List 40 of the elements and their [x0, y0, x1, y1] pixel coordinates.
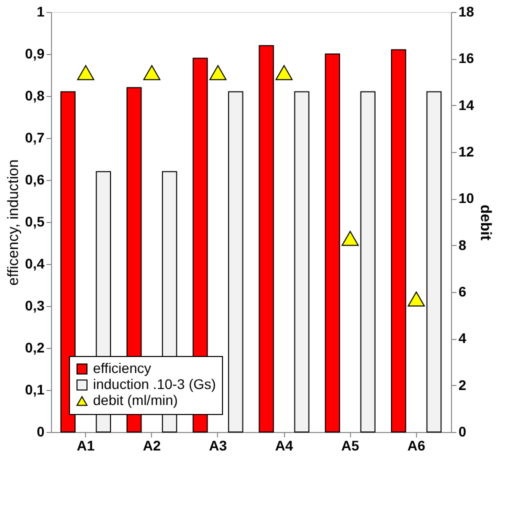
y-tick-label: 0,8 — [25, 88, 45, 104]
legend-label: induction .10-3 (Gs) — [93, 376, 216, 392]
y-tick-label: 0,9 — [25, 46, 45, 62]
y-tick-label: 0,3 — [25, 298, 45, 314]
point — [342, 230, 359, 246]
y-tick-label: 0,6 — [25, 172, 45, 188]
bar — [294, 91, 310, 432]
y-tick-label: 0,2 — [25, 340, 45, 356]
y-tick-label: 0,7 — [25, 130, 45, 146]
y-tick-label: 0,4 — [25, 256, 45, 272]
bar — [228, 91, 244, 432]
y-tick-label: 0 — [36, 424, 45, 440]
y2-tick-label: 10 — [458, 190, 474, 206]
y2-tick-label: 14 — [458, 96, 474, 113]
y-axis-title: efficency, induction — [5, 159, 22, 286]
point — [143, 65, 160, 80]
x-tick-label: A1 — [76, 438, 95, 454]
point — [77, 65, 94, 80]
x-tick-label: A3 — [208, 438, 228, 454]
point — [275, 65, 293, 80]
y2-tick-label: 8 — [458, 236, 466, 253]
x-tick-label: A5 — [341, 438, 360, 454]
y-tick-label: 0,1 — [25, 382, 45, 398]
y2-tick-label: 6 — [458, 284, 466, 300]
y2-tick-label: 0 — [458, 424, 466, 440]
y2-tick-label: 4 — [458, 330, 466, 346]
point — [209, 65, 227, 80]
legend-label: debit (ml/min) — [93, 392, 178, 408]
legend-label: efficiency — [93, 360, 152, 376]
x-tick-label: A4 — [275, 438, 294, 454]
y2-tick-label: 18 — [458, 4, 474, 20]
y2-tick-label: 16 — [458, 50, 474, 66]
x-tick-label: A6 — [407, 438, 426, 454]
x-tick-label: A2 — [142, 438, 161, 454]
point — [408, 292, 425, 306]
y2-tick-label: 12 — [458, 144, 474, 160]
y2-tick-label: 2 — [458, 376, 466, 393]
y-tick-label: 1 — [36, 4, 45, 20]
y-tick-label: 0,5 — [25, 214, 45, 230]
y2-axis-title: debit — [477, 204, 494, 240]
